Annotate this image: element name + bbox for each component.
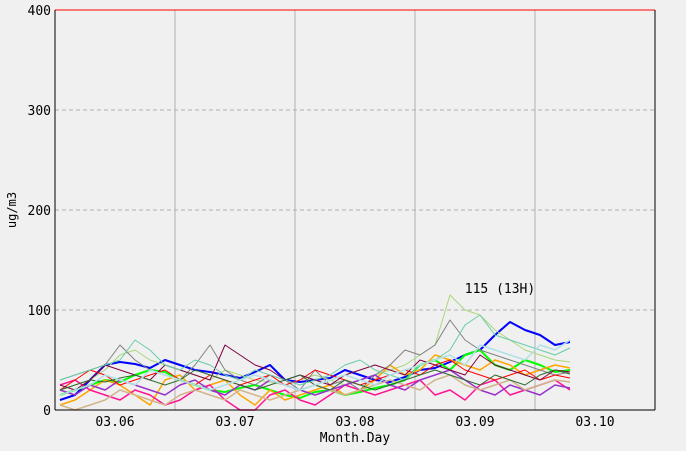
y-tick-label: 400 (28, 4, 51, 19)
axes: 0 100 200 300 400 03.06 03.07 03.08 03.09 03.10 (28, 4, 656, 430)
y-tick-label: 200 (28, 204, 51, 219)
series-line-2 (59, 294, 571, 391)
series-line-7 (59, 369, 571, 396)
series-line-13 (59, 339, 571, 396)
x-tick-label: 03.06 (95, 415, 134, 430)
y-tick-label: 300 (28, 104, 51, 119)
series-line-8 (59, 359, 571, 391)
x-tick-label: 03.10 (575, 415, 614, 430)
x-axis-label: Month.Day (320, 431, 391, 446)
y-tick-label: 0 (43, 404, 51, 419)
series-lines (59, 294, 571, 411)
annotation-label: 115 (13H) (465, 282, 535, 297)
x-tick-label: 03.07 (215, 415, 254, 430)
series-line-11 (59, 314, 571, 386)
x-tick-label: 03.08 (335, 415, 374, 430)
x-tick-label: 03.09 (455, 415, 494, 430)
series-line-4 (59, 354, 571, 406)
y-tick-label: 100 (28, 304, 51, 319)
grid (55, 10, 655, 410)
y-axis-label: ug/m3 (5, 192, 19, 228)
series-line-3 (59, 349, 571, 399)
series-line-5 (59, 379, 571, 411)
